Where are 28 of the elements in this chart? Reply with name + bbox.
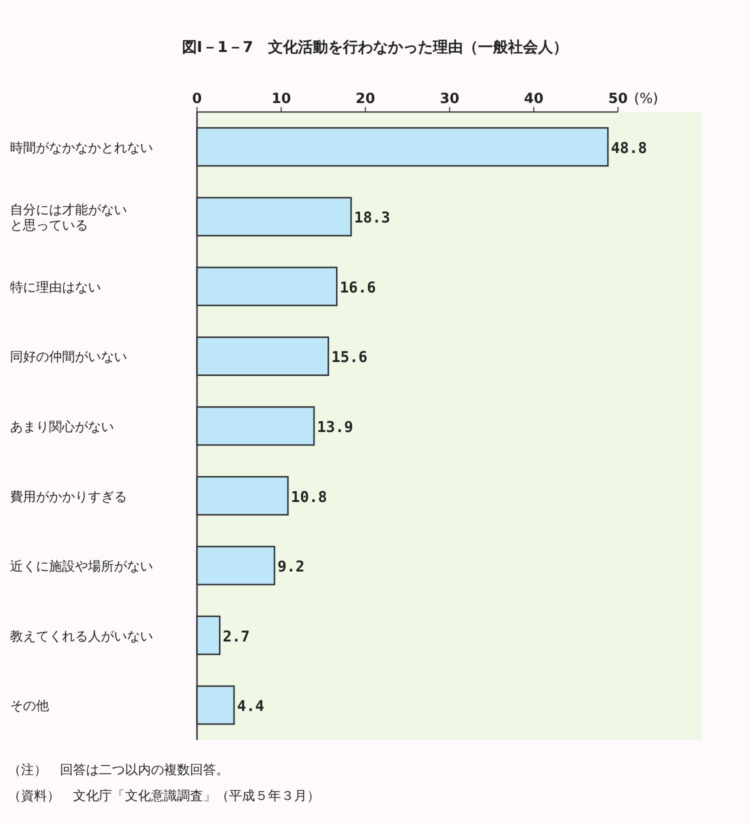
text: （資料） 文化庁「文化意識調査」（平成５年３月） [8, 788, 320, 804]
data-label: 18.3 [354, 208, 390, 227]
data-label: 48.8 [610, 138, 648, 157]
x-tick-label: 20 [356, 91, 376, 107]
data-label: 13.9 [317, 418, 354, 436]
x-tick-label: 50 [608, 91, 628, 107]
x-axis-title: (%) [634, 91, 658, 107]
y-tick-label: 特に理由はない [10, 280, 101, 296]
y-tick-label: 費用がかかりすぎる [10, 490, 127, 505]
y-tick-label: 近くに施設や場所がない [10, 560, 153, 575]
data-label: 16.6 [340, 278, 376, 296]
y-tick-label: 教えてくれる人がいない [10, 629, 153, 644]
y-tick-label: 同好の仲間がいない [10, 350, 127, 366]
y-tick-label: 自分には才能がないと思っている [10, 202, 127, 234]
x-tick-label: 10 [271, 91, 292, 107]
data-label: 9.2 [277, 558, 305, 576]
x-tick-label: 0 [192, 91, 202, 107]
y-tick-label: 時間がなかなかとれない [10, 140, 153, 156]
x-tick-label: 40 [524, 91, 544, 107]
text: （注） 回答は二つ以内の複数回答。 [8, 763, 229, 778]
chart-title: 図Ⅰ－1－7 文化活動を行わなかった理由（一般社会人） [182, 38, 568, 56]
data-label: 10.8 [290, 488, 328, 506]
data-label: 4.4 [237, 697, 264, 716]
x-tick-label: 30 [440, 91, 460, 107]
y-tick-label: あまり関心がない [10, 419, 114, 435]
data-label: 15.6 [331, 348, 368, 366]
data-label: 2.7 [222, 627, 250, 646]
y-tick-label: その他 [10, 699, 49, 714]
